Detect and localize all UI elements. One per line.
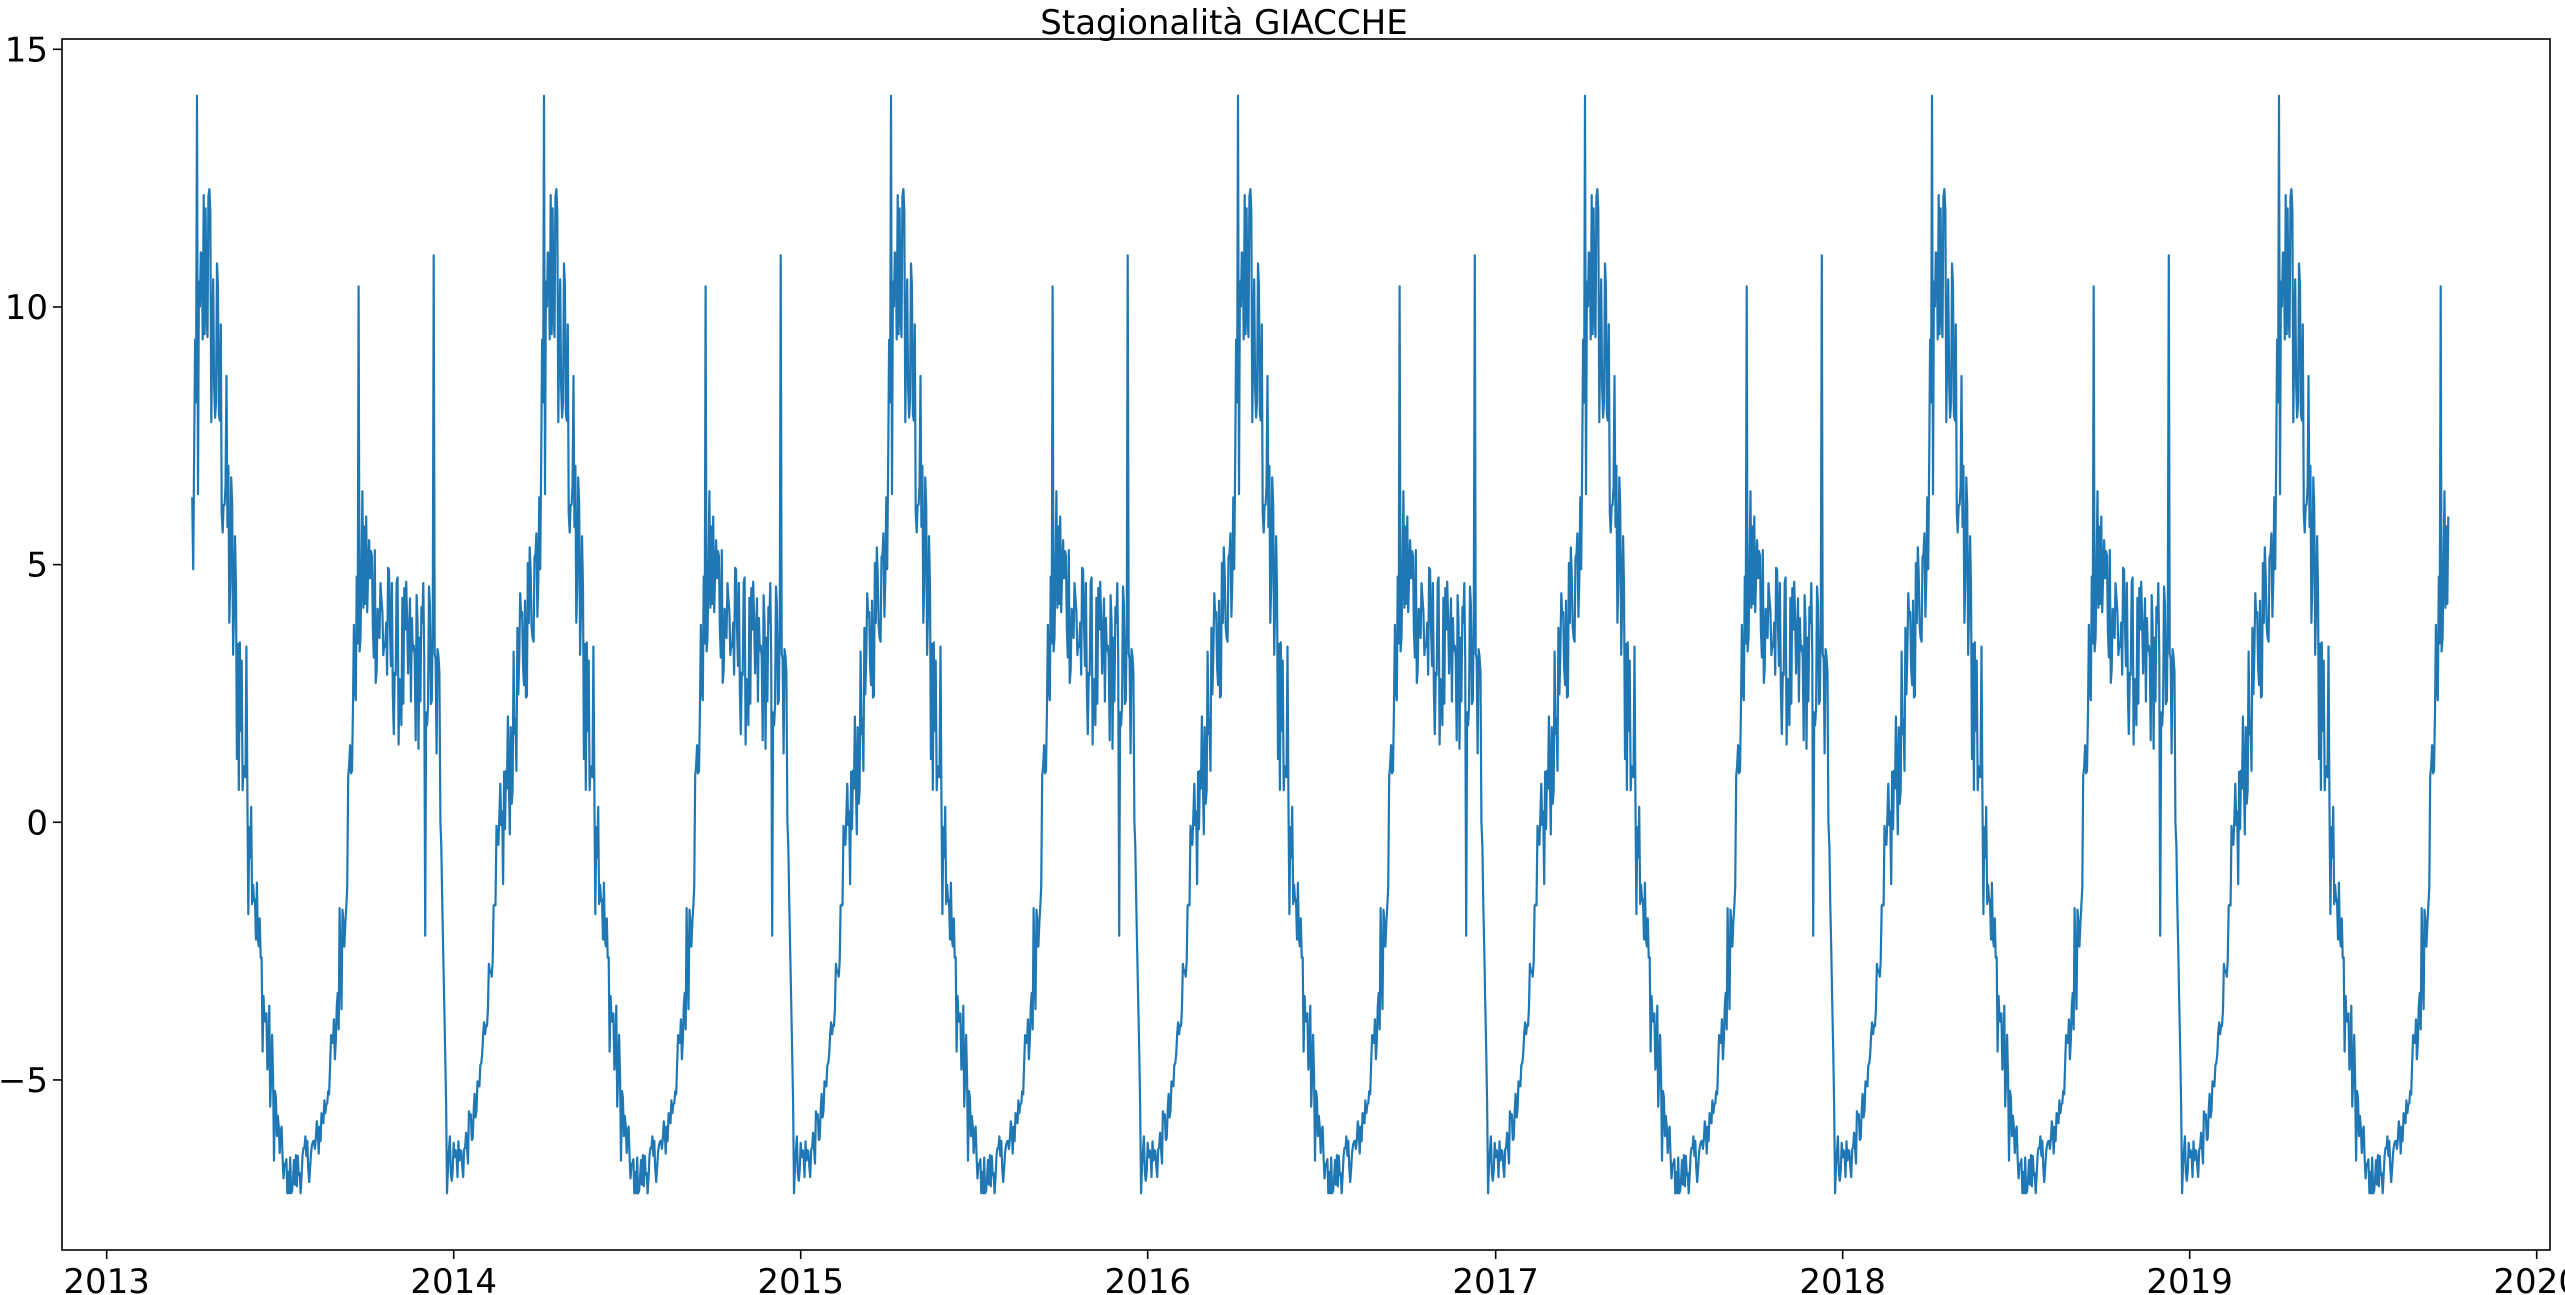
y-tick-label: 5: [26, 546, 48, 586]
y-tick-label: 0: [26, 803, 48, 843]
chart-title: Stagionalità GIACCHE: [1040, 3, 1407, 43]
x-tick-label: 2015: [757, 1262, 844, 1295]
x-tick-label: 2020: [2493, 1262, 2565, 1295]
x-tick-label: 2016: [1104, 1262, 1191, 1295]
y-tick-label: 10: [5, 288, 48, 328]
y-axis: 15 10 5 0 −5: [0, 30, 62, 1101]
x-axis: 2013 2014 2015 2016 2017 2018 2019 2020: [63, 1250, 2565, 1295]
y-tick-label: 15: [5, 30, 48, 70]
x-tick-label: 2017: [1452, 1262, 1539, 1295]
x-tick-label: 2014: [410, 1262, 497, 1295]
x-tick-label: 2013: [63, 1262, 150, 1295]
y-tick-label: −5: [0, 1061, 48, 1101]
x-tick-label: 2019: [2146, 1262, 2233, 1295]
plot-frame: [61, 38, 2551, 1251]
series-line-giacche: [191, 94, 2450, 1195]
plot-area: [61, 38, 2551, 1251]
x-tick-label: 2018: [1799, 1262, 1886, 1295]
